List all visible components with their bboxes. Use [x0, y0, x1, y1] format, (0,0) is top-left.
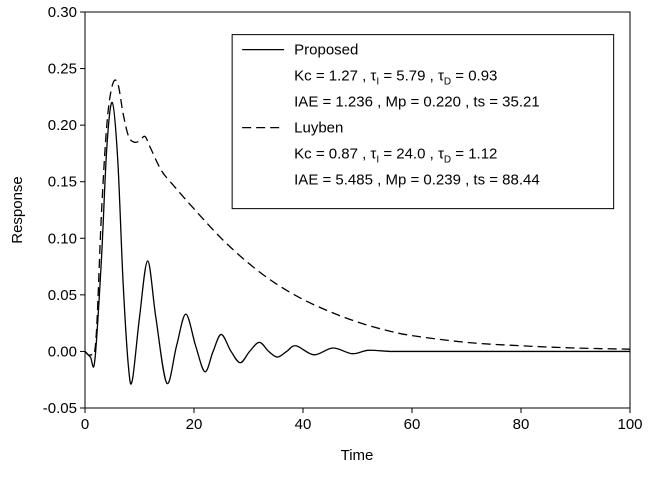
legend-subscript: I [376, 77, 379, 88]
series-line [84, 79, 631, 357]
x-tick-label: 0 [81, 416, 89, 433]
y-tick-label: 0.10 [48, 230, 77, 247]
legend-label: Luyben [294, 120, 343, 137]
legend-metrics: IAE = 5.485 , Mp = 0.239 , ts = 88.44 [294, 172, 540, 189]
legend-params: Kc = 0.87 , τI = 24.0 , τD = 1.12 [294, 146, 497, 166]
legend-params: Kc = 1.27 , τI = 5.79 , τD = 0.93 [294, 68, 497, 88]
y-tick-label: 0.00 [48, 343, 77, 360]
y-tick-label: -0.05 [43, 400, 77, 417]
y-tick-label: 0.25 [48, 61, 77, 78]
x-tick-label: 40 [295, 416, 312, 433]
legend-param-text: = 5.79 , τ [379, 68, 444, 85]
legend-label: Proposed [294, 42, 358, 59]
legend-metrics: IAE = 1.236 , Mp = 0.220 , ts = 35.21 [294, 94, 540, 111]
y-tick-label: 0.05 [48, 287, 77, 304]
plot-frame [84, 11, 631, 409]
legend-subscript: I [376, 155, 379, 166]
legend-param-text: Kc = 0.87 , τ [294, 146, 376, 163]
y-tick-label: 0.15 [48, 174, 77, 191]
y-tick-label: 0.20 [48, 117, 77, 134]
x-tick-label: 80 [513, 416, 530, 433]
legend-subscript: D [444, 77, 451, 88]
legend-subscript: D [444, 155, 451, 166]
y-axis-label: Response [9, 176, 26, 244]
legend-param-text: = 0.93 [451, 68, 497, 85]
legend-param-text: = 24.0 , τ [379, 146, 444, 163]
legend-param-text: = 1.12 [451, 146, 497, 163]
x-tick-label: 100 [617, 416, 642, 433]
series-line [84, 101, 630, 385]
legend-param-text: Kc = 1.27 , τ [294, 68, 376, 85]
y-tick-label: 0.30 [48, 4, 77, 21]
x-tick-label: 60 [404, 416, 421, 433]
x-axis-label: Time [341, 447, 374, 464]
legend-box [231, 34, 615, 210]
x-tick-label: 20 [186, 416, 203, 433]
